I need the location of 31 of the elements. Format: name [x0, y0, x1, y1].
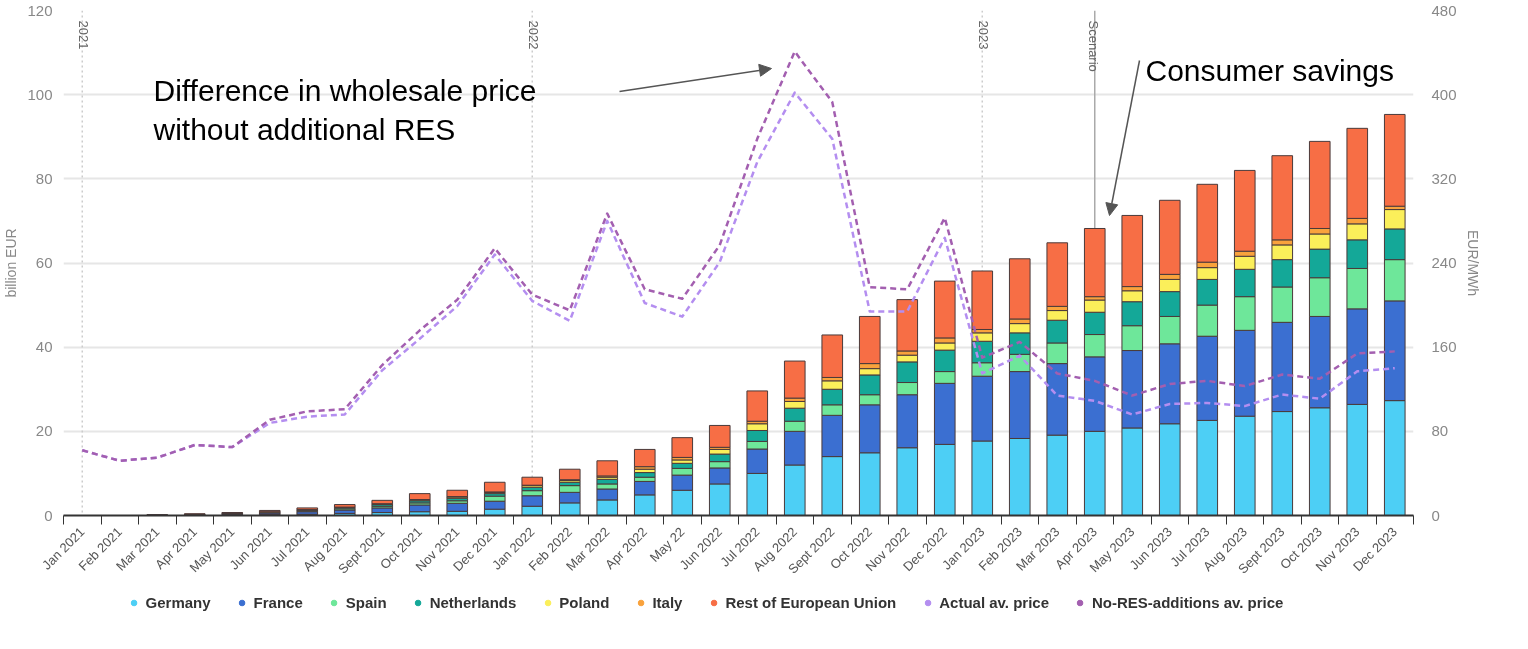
legend-label: Actual av. price [939, 593, 1050, 611]
y2-tick-label: 160 [1431, 338, 1457, 356]
legend-label: Spain [345, 593, 387, 611]
y-tick-label: 0 [44, 506, 53, 524]
legend-label: Poland [559, 593, 610, 611]
legend-label: Rest of European Union [725, 593, 897, 611]
ref-line-label: Scenario [1085, 20, 1101, 72]
y-tick-label: 100 [27, 85, 53, 103]
y2-axis-title: EUR/MWh [1464, 229, 1481, 297]
ref-line-label: 2022 [526, 20, 542, 50]
annotation: Consumer savings [1145, 53, 1394, 87]
y-tick-label: 80 [35, 169, 53, 187]
ref-line-label: 2023 [976, 20, 992, 50]
legend-label: Germany [145, 593, 211, 611]
ref-line-label: 2021 [76, 20, 92, 50]
y2-tick-label: 0 [1431, 506, 1440, 524]
legend-label: Italy [652, 593, 683, 611]
legend-label: France [253, 593, 303, 611]
y-tick-label: 40 [35, 338, 53, 356]
legend-label: Netherlands [429, 593, 517, 611]
y2-tick-label: 240 [1431, 254, 1457, 271]
legend-label: No-RES-additions av. price [1092, 593, 1284, 611]
annotation: Difference in wholesale price without additional RES [152, 73, 537, 147]
y2-tick-label: 320 [1431, 169, 1457, 187]
y2-tick-label: 400 [1431, 85, 1457, 103]
y-tick-label: 20 [35, 422, 53, 440]
y-axis-title: billion EUR [3, 228, 20, 298]
y-tick-label: 120 [27, 1, 53, 19]
y-tick-label: 60 [35, 254, 53, 271]
y2-tick-label: 80 [1431, 422, 1449, 440]
y2-tick-label: 480 [1431, 1, 1457, 19]
